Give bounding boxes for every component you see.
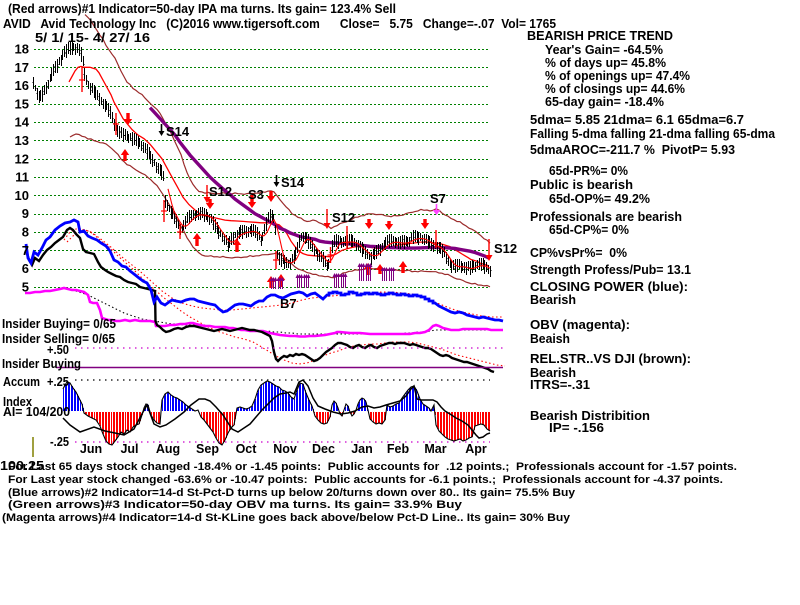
svg-text:For Last year stock changed -6: For Last year stock changed -63.6% or -1…: [8, 474, 723, 486]
svg-text:S12: S12: [332, 210, 355, 225]
svg-text:Professionals are bearish: Professionals are bearish: [530, 209, 682, 224]
svg-text:100.25: 100.25: [0, 458, 44, 473]
svg-text:+.25: +.25: [47, 374, 69, 389]
svg-text:Feb: Feb: [387, 442, 410, 456]
svg-text:REL.STR..VS DJI (brown):: REL.STR..VS DJI (brown):: [530, 351, 691, 366]
svg-text:(Red arrows)#1 Indicator=50-da: (Red arrows)#1 Indicator=50-day IPA ma t…: [8, 1, 396, 16]
svg-text:65d-OP%= 49.2%: 65d-OP%= 49.2%: [549, 191, 650, 206]
svg-text:Apr: Apr: [465, 442, 487, 456]
svg-text:5/ 1/ 15- 4/ 27/ 16: 5/ 1/ 15- 4/ 27/ 16: [35, 30, 150, 45]
svg-text:Public is bearish: Public is bearish: [530, 177, 633, 192]
svg-text:Bearish Distribition: Bearish Distribition: [530, 408, 650, 423]
svg-text:65-day gain= -18.4%: 65-day gain= -18.4%: [545, 94, 664, 109]
svg-text:8: 8: [22, 225, 29, 240]
svg-text:6: 6: [22, 261, 29, 276]
svg-text:Falling 5-dma falling 21-dma f: Falling 5-dma falling 21-dma falling 65-…: [530, 126, 776, 141]
svg-text:AVID Avid Technology Inc (: AVID Avid Technology Inc (C)2016 www.tig…: [3, 16, 556, 31]
svg-text:Jan: Jan: [351, 442, 373, 456]
svg-text:+.50: +.50: [47, 342, 69, 357]
svg-text:Beaish: Beaish: [530, 331, 570, 346]
svg-text:14: 14: [15, 115, 30, 130]
svg-text:-.25: -.25: [50, 434, 69, 449]
svg-text:Sep: Sep: [196, 442, 219, 456]
svg-text:Dec: Dec: [312, 442, 335, 456]
svg-text:Index: Index: [3, 394, 33, 409]
svg-text:5: 5: [22, 279, 29, 294]
svg-text:BEARISH PRICE TREND: BEARISH PRICE TREND: [527, 28, 673, 43]
svg-text:Nov: Nov: [273, 442, 297, 456]
svg-text:17: 17: [15, 60, 29, 75]
svg-text:Year's Gain= -64.5%: Year's Gain= -64.5%: [545, 42, 663, 57]
svg-text:15: 15: [15, 96, 29, 111]
svg-text:5dma= 5.85 21dma= 6.1 65dma=6.: 5dma= 5.85 21dma= 6.1 65dma=6.7: [530, 112, 744, 127]
svg-text:Aug: Aug: [156, 442, 180, 456]
svg-text:Strength Profess/Pub= 13.1: Strength Profess/Pub= 13.1: [530, 262, 691, 277]
svg-text:(Green arrows)#3 Indicator=50-: (Green arrows)#3 Indicator=50-day OBV ma…: [8, 499, 463, 511]
svg-text:S14: S14: [166, 124, 190, 139]
svg-text:ITRS=-.31: ITRS=-.31: [530, 377, 590, 392]
svg-text:10: 10: [15, 188, 29, 203]
svg-text:S3: S3: [248, 187, 264, 202]
svg-text:Insider Selling= 0/65: Insider Selling= 0/65: [2, 331, 115, 346]
svg-text:13: 13: [15, 133, 29, 148]
svg-text:18: 18: [15, 42, 29, 57]
svg-text:(Magenta arrows)#4 Indicator=1: (Magenta arrows)#4 Indicator=14-d St-KLi…: [2, 512, 571, 524]
svg-text:S12: S12: [209, 184, 232, 199]
svg-text:Mar: Mar: [424, 442, 446, 456]
svg-text:12: 12: [15, 151, 29, 166]
svg-text:(Blue arrows)#2 Indicator=14-d: (Blue arrows)#2 Indicator=14-d St-Pct-D …: [8, 487, 576, 499]
svg-text:11: 11: [15, 170, 29, 185]
svg-text:Oct: Oct: [236, 442, 258, 456]
svg-text:CP%vsPr%= 0%: CP%vsPr%= 0%: [530, 245, 627, 260]
svg-text:Insider Buying= 0/65: Insider Buying= 0/65: [2, 316, 116, 331]
svg-text:% of closings up= 44.6%: % of closings up= 44.6%: [545, 81, 685, 96]
svg-text:S12: S12: [494, 241, 517, 256]
svg-text:S7: S7: [430, 191, 446, 206]
svg-text:16: 16: [15, 78, 29, 93]
svg-text:% of openings up= 47.4%: % of openings up= 47.4%: [545, 68, 690, 83]
svg-text:AI= 104/200: AI= 104/200: [3, 404, 70, 419]
svg-text:B7: B7: [280, 296, 297, 311]
svg-text:9: 9: [22, 206, 29, 221]
svg-text:5dmaAROC=-211.7 % PivotP= 5.9: 5dmaAROC=-211.7 % PivotP= 5.93: [530, 142, 735, 157]
svg-text:For Last 65 days stock changed: For Last 65 days stock changed -18.4% or…: [8, 461, 737, 473]
svg-text:OBV (magenta):: OBV (magenta):: [530, 317, 630, 332]
svg-text:CLOSING POWER (blue):: CLOSING POWER (blue):: [530, 279, 688, 294]
svg-text:% of days up= 45.8%: % of days up= 45.8%: [545, 55, 666, 70]
svg-text:7: 7: [22, 243, 29, 258]
svg-text:Insider Buying: Insider Buying: [2, 356, 81, 371]
svg-text:IP= -.156: IP= -.156: [549, 420, 604, 435]
svg-text:65d-CP%= 0%: 65d-CP%= 0%: [549, 222, 629, 237]
svg-text:65d-PR%= 0%: 65d-PR%= 0%: [549, 163, 628, 178]
svg-text:Jun: Jun: [80, 442, 102, 456]
svg-text:Bearish: Bearish: [530, 365, 576, 380]
svg-text:Bearish: Bearish: [530, 292, 576, 307]
svg-text:S14: S14: [281, 175, 305, 190]
svg-text:Accum: Accum: [3, 374, 40, 389]
svg-text:Jul: Jul: [120, 442, 138, 456]
